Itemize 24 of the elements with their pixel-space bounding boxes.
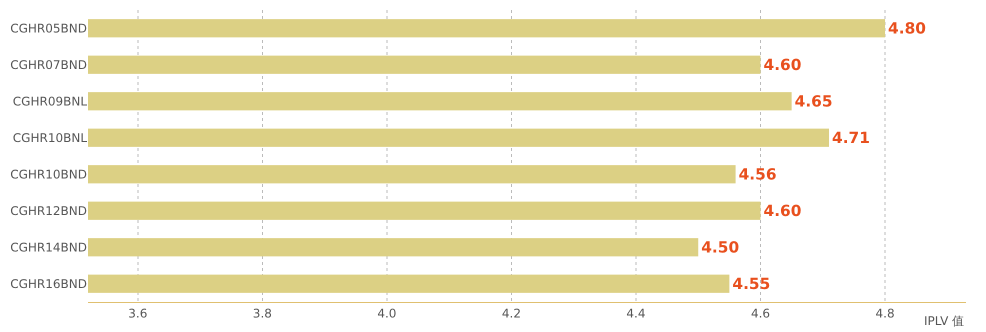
y-tick-label: CGHR12BND [10,204,87,218]
y-tick-label: CGHR07BND [10,58,87,72]
x-tick-label: 4.8 [876,306,895,320]
x-tick-label: 4.4 [626,306,646,320]
data-label: 4.71 [832,129,870,148]
x-tick-label: 4.2 [502,306,521,320]
x-tick-label: 4.0 [377,306,396,320]
data-label: 4.80 [888,20,926,38]
y-tick-label: CGHR14BND [10,240,87,254]
data-label: 4.60 [764,56,802,74]
data-label: 4.65 [794,92,833,111]
x-axis-title: IPLV 值 [924,314,964,328]
data-label: 4.50 [701,238,740,257]
data-label: 4.56 [738,166,777,184]
y-tick-label: CGHR10BND [10,167,87,182]
data-label: 4.55 [732,275,770,294]
y-tick-label: CGHR16BND [10,276,87,291]
y-tick-label: CGHR05BND [10,21,87,36]
x-tick-label: 3.6 [128,306,148,320]
x-tick-label: 4.6 [750,306,770,320]
data-label: 4.60 [764,202,802,220]
y-tick-label: CGHR09BNL [12,94,88,108]
y-tick-label: CGHR10BNL [12,130,88,145]
x-tick-label: 3.8 [252,306,272,320]
